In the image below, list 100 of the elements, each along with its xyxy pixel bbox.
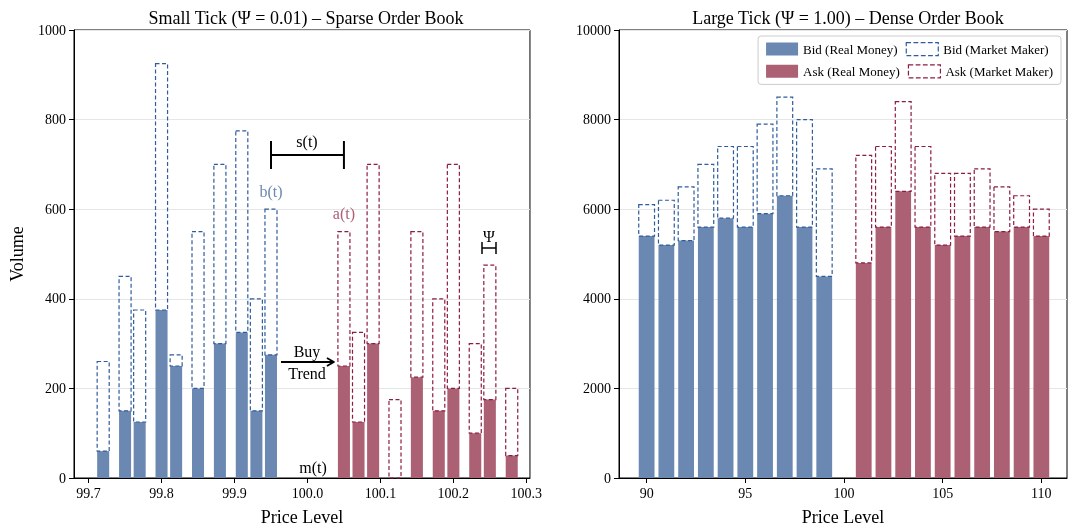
bar: [678, 240, 694, 478]
bar: [483, 399, 496, 478]
bar: [250, 410, 263, 478]
legend-label: Bid (Real Money): [803, 41, 898, 57]
bar: [697, 163, 715, 228]
bar: [796, 119, 814, 228]
bar: [410, 231, 424, 378]
bar: [855, 262, 872, 478]
y-tick-label: 0: [59, 470, 66, 486]
bar: [874, 145, 892, 228]
bar: [235, 130, 249, 333]
bar: [915, 227, 931, 478]
bar: [432, 298, 446, 412]
y-tick-label: 400: [45, 291, 66, 307]
x-tick-label: 100.3: [510, 485, 543, 501]
legend-label: Ask (Market Maker): [945, 63, 1053, 79]
bar: [1033, 236, 1050, 478]
bar: [432, 410, 445, 478]
x-tick-label: 99.8: [149, 485, 174, 501]
bar: [757, 213, 773, 478]
bar: [119, 410, 132, 478]
x-tick-label: 100.2: [437, 485, 470, 501]
x-tick-label: 90: [639, 485, 654, 501]
bar: [96, 360, 110, 452]
x-tick-label: 100.1: [364, 485, 397, 501]
y-tick-label: 200: [45, 380, 66, 396]
bar: [737, 227, 754, 478]
bar: [717, 145, 735, 219]
bar: [133, 422, 146, 478]
annotation: s(t): [296, 132, 318, 151]
chart-title: Small Tick (Ψ = 0.01) – Sparse Order Book: [148, 8, 464, 29]
y-axis-title: Volume: [7, 226, 27, 282]
bar: [388, 399, 402, 479]
bar: [993, 186, 1011, 233]
x-axis-title: Price Level: [801, 507, 885, 527]
y-tick-label: 800: [45, 112, 66, 128]
bar: [191, 231, 205, 389]
bar: [658, 245, 675, 478]
bar: [1013, 195, 1031, 228]
x-tick-label: 99.7: [76, 485, 101, 501]
bar: [638, 236, 655, 478]
bar: [264, 354, 277, 478]
bar: [914, 145, 932, 228]
bar: [717, 218, 734, 478]
bar: [776, 195, 793, 478]
x-tick-label: 95: [738, 485, 753, 501]
bar: [235, 332, 248, 478]
annotation: Buy Trend: [288, 342, 326, 382]
bar: [677, 186, 695, 242]
bar: [993, 231, 1010, 478]
legend-label: Ask (Real Money): [803, 63, 900, 79]
bar: [736, 145, 754, 228]
bar: [756, 123, 774, 215]
bar: [638, 204, 656, 237]
y-tick-label: 10000: [576, 22, 611, 38]
annotation: Ψ: [483, 227, 496, 245]
x-axis-title: Price Level: [260, 507, 344, 527]
bar: [469, 433, 482, 478]
bar: [855, 154, 873, 264]
legend-label: Bid (Market Maker): [943, 41, 1049, 57]
bar: [1013, 227, 1030, 478]
bar: [447, 388, 460, 478]
bar: [155, 310, 168, 478]
bar: [169, 354, 183, 367]
x-tick-label: 105: [932, 485, 954, 501]
bar: [816, 276, 833, 478]
y-tick-label: 0: [604, 470, 611, 486]
bar: [776, 96, 794, 197]
y-tick-label: 6000: [583, 201, 611, 217]
bar: [875, 227, 892, 478]
y-tick-label: 600: [45, 201, 66, 217]
bar: [213, 163, 227, 345]
bar: [337, 366, 350, 478]
bar: [953, 172, 971, 237]
bar: [815, 168, 833, 277]
bar: [894, 101, 912, 192]
bar: [796, 227, 813, 478]
x-tick-label: 100.0: [291, 485, 324, 501]
bar: [154, 63, 169, 311]
bar: [697, 227, 714, 478]
bar: [97, 451, 110, 478]
bar: [170, 366, 183, 478]
bar: [367, 343, 380, 478]
bar: [213, 343, 226, 478]
x-tick-label: 99.9: [222, 485, 247, 501]
y-tick-label: 8000: [583, 112, 611, 128]
bar: [657, 199, 675, 246]
bar: [192, 388, 205, 478]
bar: [352, 422, 365, 478]
annotation: b(t): [259, 182, 283, 201]
bar: [954, 236, 971, 478]
bar: [505, 455, 518, 478]
bar: [1032, 208, 1050, 237]
bar: [505, 387, 519, 457]
bar: [895, 191, 912, 478]
bar: [934, 245, 951, 478]
x-tick-label: 110: [1031, 485, 1052, 501]
y-tick-label: 1000: [38, 22, 66, 38]
annotation: m(t): [299, 458, 327, 477]
chart-title: Large Tick (Ψ = 1.00) – Dense Order Book: [692, 8, 1004, 29]
